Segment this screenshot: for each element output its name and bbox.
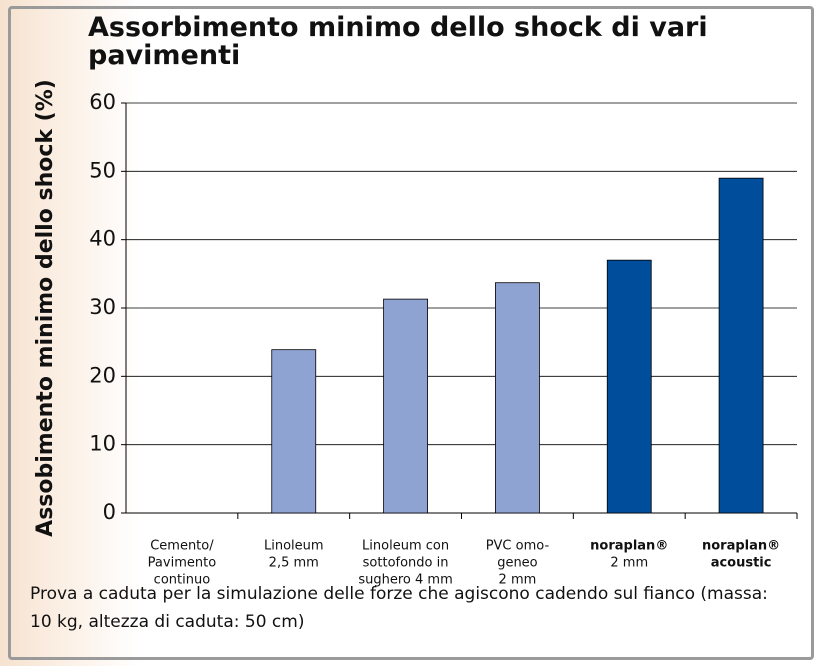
x-tick-label: geneo (497, 556, 537, 571)
bar (606, 259, 652, 514)
x-tick-label: acoustic (711, 556, 772, 571)
x-tick-label: continuo (154, 573, 211, 588)
x-tick-label: noraplan® (702, 539, 780, 554)
x-tick-label: PVC omo- (486, 539, 550, 554)
x-tick-label: 2 mm (499, 573, 537, 588)
y-tick-label: 0 (103, 500, 116, 524)
y-tick-label: 30 (89, 295, 116, 319)
y-tick-label: 10 (89, 432, 116, 456)
bar (718, 177, 764, 514)
y-tick-label: 50 (89, 158, 116, 182)
y-tick-label: 60 (89, 90, 116, 114)
x-tick-label: Linoleum (264, 539, 324, 554)
bar (271, 349, 317, 514)
x-tick-label: Linoleum con (362, 539, 449, 554)
x-tick-label: Pavimento (148, 556, 217, 571)
y-axis-label: Assobimento minimo dello shock (%) (33, 79, 58, 537)
bar (383, 298, 428, 514)
y-tick-label: 40 (89, 227, 116, 251)
x-tick-label: sughero 4 mm (358, 573, 452, 588)
x-tick-label: sottofondo in (363, 556, 449, 571)
x-tick-label: Cemento/ (150, 539, 214, 554)
x-tick-label: 2 mm (610, 556, 648, 571)
y-tick-label: 20 (89, 363, 116, 387)
note: Prova a caduta per la simulazione delle … (30, 584, 768, 632)
frame (8, 6, 814, 660)
bar (495, 282, 540, 514)
x-tick-label: noraplan® (590, 539, 668, 554)
x-tick-label: 2,5 mm (269, 556, 319, 571)
chart-title: Assorbimento minimo dello shock di vari … (88, 12, 708, 71)
